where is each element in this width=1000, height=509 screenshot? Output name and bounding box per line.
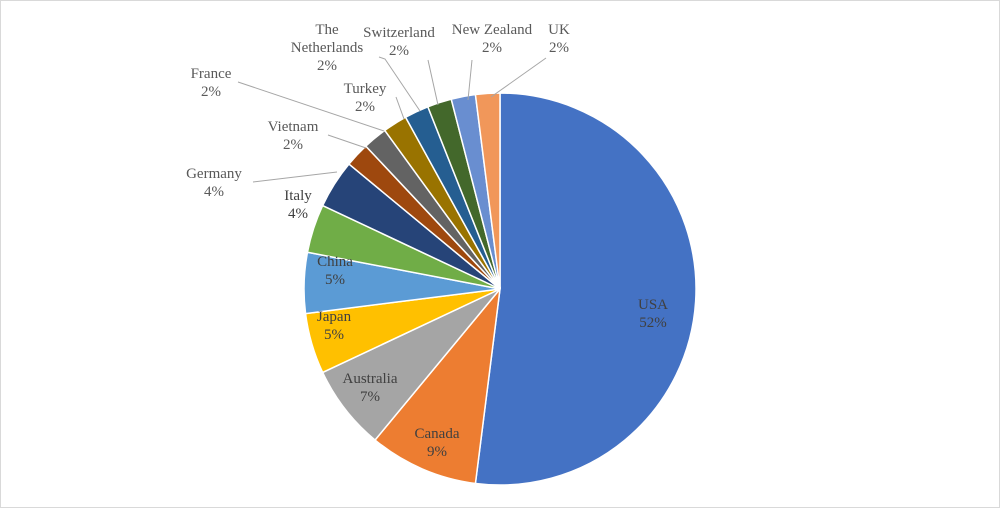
leader-line-switzerland (427, 59, 439, 106)
data-label-australia: Australia 7% (343, 371, 398, 405)
data-label-turkey: Turkey 2% (344, 81, 387, 115)
pie-slice-canada (374, 286, 502, 485)
data-label-vietnam: Vietnam 2% (268, 119, 319, 153)
data-label-japan: Japan 5% (317, 309, 352, 343)
leader-line-germany (252, 171, 338, 183)
leader-lines (237, 56, 547, 183)
data-label-new-zealand: New Zealand 2% (452, 22, 533, 56)
data-label-the-netherlands: The Netherlands 2% (291, 22, 364, 74)
data-label-china: China 5% (317, 254, 353, 288)
pie-slice-usa (474, 92, 697, 486)
data-label-uk: UK 2% (548, 22, 570, 56)
leader-line-france (237, 81, 385, 132)
data-label-usa: USA 52% (638, 297, 668, 331)
pie-slice-uk (474, 92, 501, 290)
leader-line-the-netherlands (378, 56, 421, 112)
data-label-canada: Canada 9% (415, 426, 460, 460)
data-label-italy: Italy 4% (284, 188, 312, 222)
data-label-germany: Germany 4% (186, 166, 242, 200)
leader-line-new-zealand (467, 59, 473, 101)
leader-line-uk (490, 57, 547, 98)
data-labels: USA 52% Canada 9% Australia 7% Japan 5% China 5%I… (186, 22, 668, 460)
leader-line-turkey (395, 96, 405, 120)
pie-slices (303, 92, 697, 486)
data-label-switzerland: Switzerland 2% (363, 25, 435, 59)
data-label-france: France 2% (191, 66, 232, 100)
leader-line-vietnam (327, 134, 367, 149)
